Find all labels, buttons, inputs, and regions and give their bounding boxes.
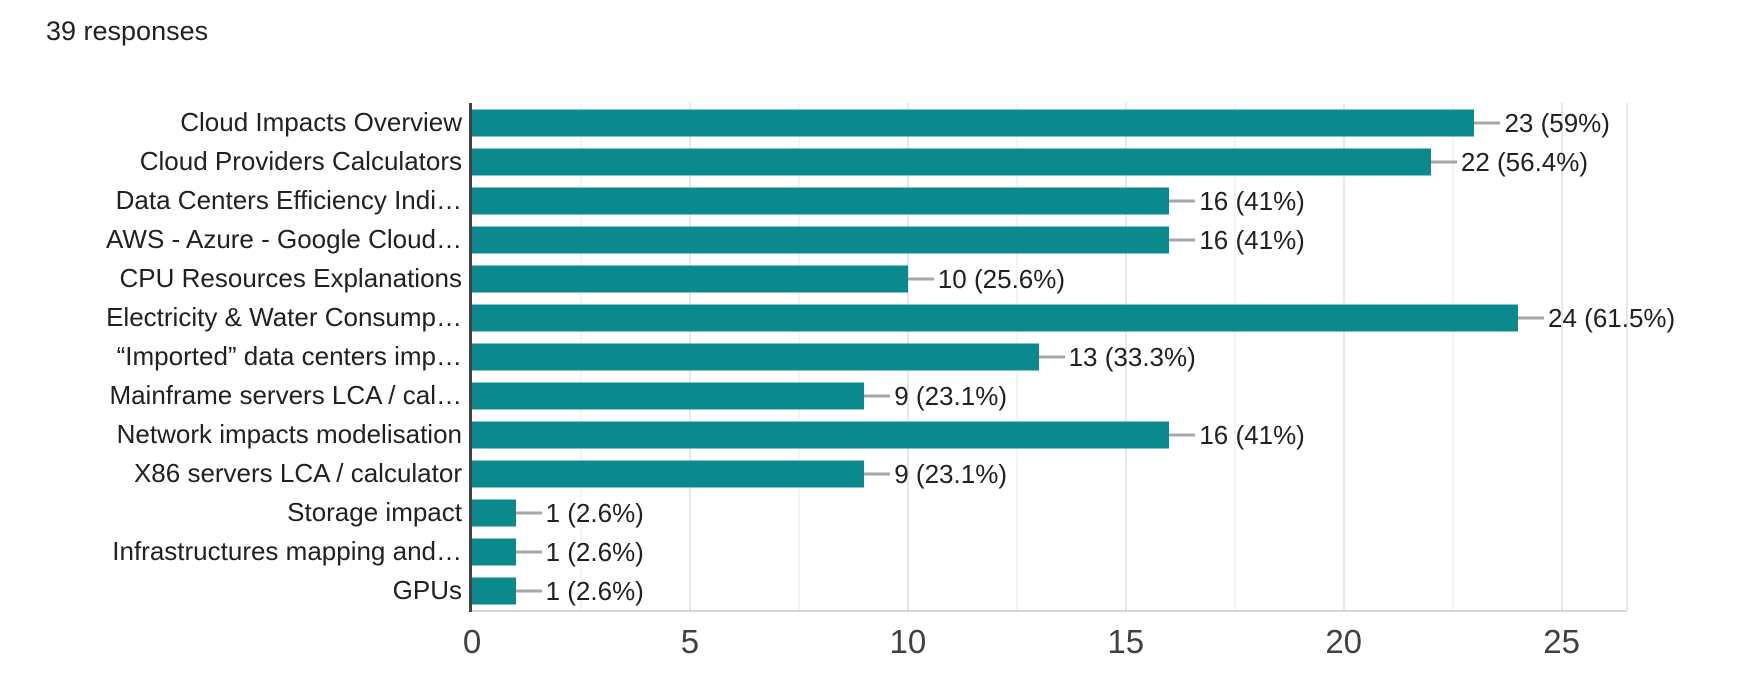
category-label: Cloud Providers Calculators <box>139 146 462 176</box>
plot-right-border <box>1626 103 1628 610</box>
bar[interactable] <box>472 499 516 526</box>
x-tick-label: 25 <box>1543 623 1580 660</box>
y-axis-line <box>469 103 472 612</box>
value-label: 9 (23.1%) <box>894 458 1007 489</box>
gridline <box>1560 103 1563 610</box>
category-label: GPUs <box>392 575 462 605</box>
connector-line <box>1430 160 1457 163</box>
value-label: 9 (23.1%) <box>894 380 1007 411</box>
chart-row: “Imported” data centers imp… 13 (33.3%) <box>117 337 1627 376</box>
connector-line <box>864 394 891 397</box>
chart-row: CPU Resources Explanations 10 (25.6%) <box>120 259 1627 298</box>
responses-count: 39 responses <box>46 16 209 46</box>
bar[interactable] <box>472 265 908 292</box>
value-label: 1 (2.6%) <box>545 536 644 567</box>
category-label: X86 servers LCA / calculator <box>133 458 462 488</box>
bar[interactable] <box>472 421 1170 448</box>
category-label: AWS - Azure - Google Cloud… <box>106 224 462 254</box>
x-tick-label: 20 <box>1325 623 1363 660</box>
category-label: Mainframe servers LCA / cal… <box>109 380 462 410</box>
chart-row: Cloud Impacts Overview 23 (59%) <box>180 103 1627 142</box>
value-label: 10 (25.6%) <box>937 263 1066 294</box>
x-tick-label: 5 <box>680 623 700 660</box>
bar[interactable] <box>472 187 1170 214</box>
value-label: 13 (33.3%) <box>1068 341 1196 372</box>
connector-line <box>1169 238 1196 241</box>
connector-line <box>1169 199 1196 202</box>
chart-row: Electricity & Water Consump… 24 (61.5%) <box>106 298 1675 337</box>
connector-line <box>515 589 542 592</box>
category-label: Data Centers Efficiency Indi… <box>115 185 462 215</box>
chart-row: AWS - Azure - Google Cloud… 16 (41%) <box>106 220 1627 259</box>
connector-line <box>515 511 542 514</box>
x-tick-label: 0 <box>462 623 482 660</box>
chart-row: Network impacts modelisation 16 (41%) <box>117 415 1627 454</box>
bar[interactable] <box>472 577 516 604</box>
bar[interactable] <box>472 226 1170 253</box>
plot-area: 0 5 10 15 20 25 Cloud Impacts Overview 23 (59%)… <box>106 103 1675 658</box>
x-axis-line <box>472 610 1627 612</box>
connector-line <box>1169 433 1196 436</box>
chart-row: Cloud Providers Calculators 22 (56.4%) <box>140 142 1627 181</box>
value-label: 24 (61.5%) <box>1548 302 1676 333</box>
bar[interactable] <box>472 109 1475 136</box>
connector-line <box>864 472 891 475</box>
bar[interactable] <box>472 460 865 487</box>
bar[interactable] <box>472 538 516 565</box>
connector-line <box>515 550 542 553</box>
category-label: CPU Resources Explanations <box>119 263 463 293</box>
category-label: Cloud Impacts Overview <box>180 107 462 137</box>
chart-row: X86 servers LCA / calculator 9 (23.1%) <box>134 454 1627 493</box>
value-label: 22 (56.4%) <box>1460 146 1589 177</box>
gridline <box>1124 103 1127 610</box>
category-label: “Imported” data centers imp… <box>116 341 462 371</box>
gridline <box>1342 103 1345 610</box>
bar[interactable] <box>472 148 1431 175</box>
connector-line <box>1474 121 1501 124</box>
connector-line <box>907 277 934 280</box>
category-label: Storage impact <box>287 497 462 527</box>
chart-row: Data Centers Efficiency Indi… 16 (41%) <box>116 181 1627 220</box>
connector-line <box>1518 316 1545 319</box>
value-label: 23 (59%) <box>1504 107 1610 138</box>
x-tick-label: 15 <box>1107 623 1145 660</box>
chart-row: Storage impact 1 (2.6%) <box>287 493 1627 532</box>
value-label: 1 (2.6%) <box>545 497 644 528</box>
bar[interactable] <box>472 382 865 409</box>
gridline <box>1451 103 1454 610</box>
value-label: 16 (41%) <box>1199 185 1305 216</box>
category-label: Electricity & Water Consump… <box>106 302 462 332</box>
value-label: 16 (41%) <box>1199 224 1305 255</box>
value-label: 1 (2.6%) <box>545 575 644 606</box>
gridline <box>1233 103 1236 610</box>
chart-row: Infrastructures mapping and… 1 (2.6%) <box>112 532 1627 571</box>
x-tick-label: 10 <box>889 623 927 660</box>
chart-row: Mainframe servers LCA / cal… 9 (23.1%) <box>109 376 1627 415</box>
connector-line <box>1038 355 1065 358</box>
category-label: Network impacts modelisation <box>116 419 462 449</box>
bar[interactable] <box>472 343 1039 370</box>
value-label: 16 (41%) <box>1199 419 1305 450</box>
bar[interactable] <box>472 304 1519 331</box>
category-label: Infrastructures mapping and… <box>112 536 462 566</box>
chart-row: GPUs 1 (2.6%) <box>393 571 1627 610</box>
